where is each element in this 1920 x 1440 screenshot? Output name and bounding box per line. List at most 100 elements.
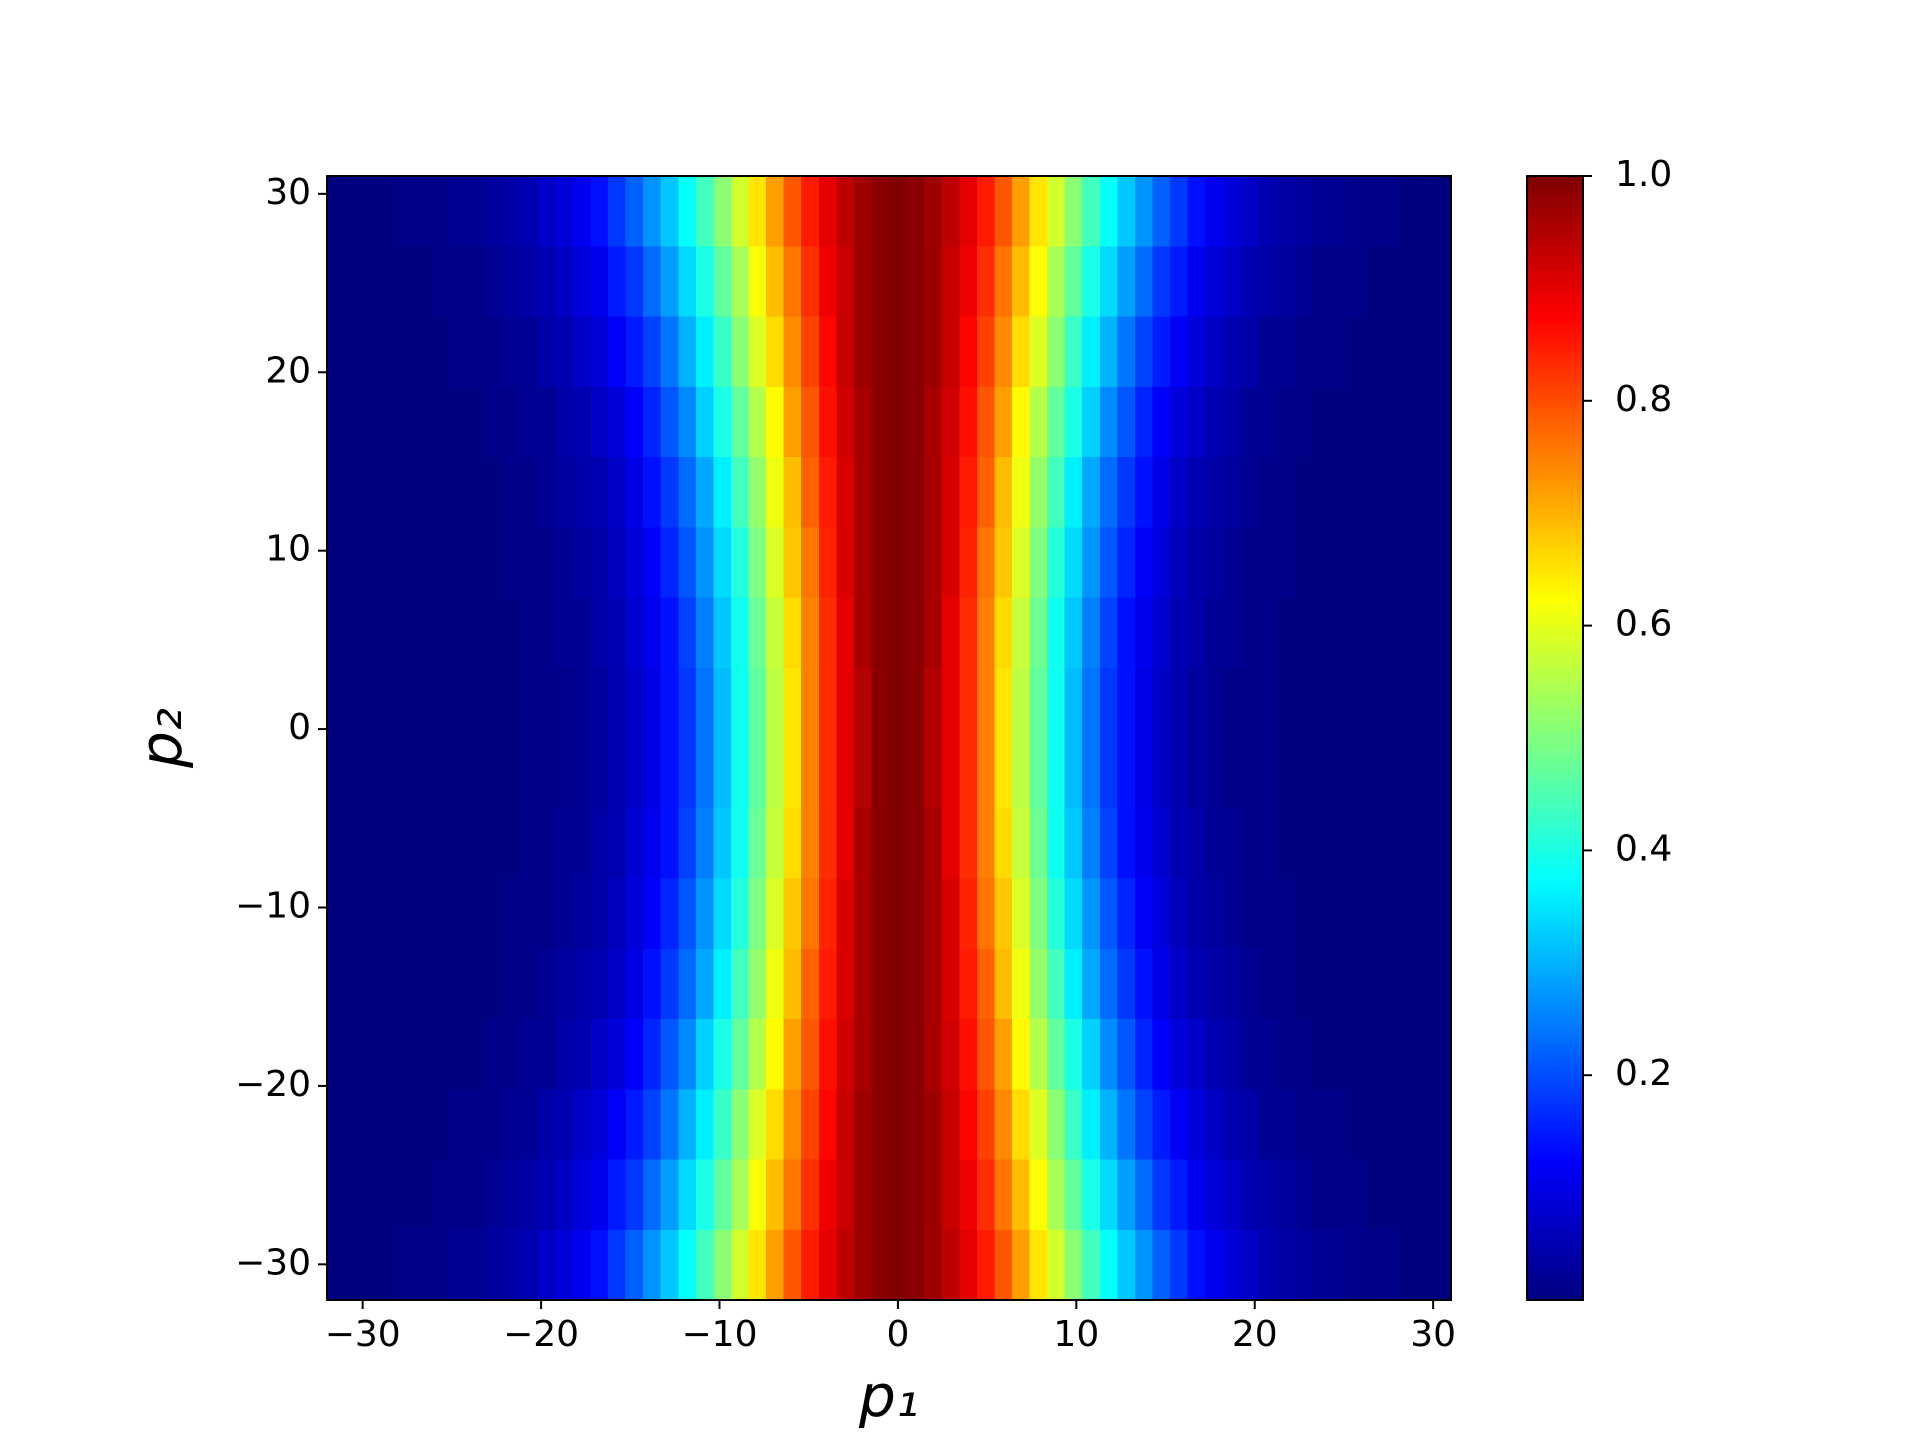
heatmap-cell (327, 316, 346, 388)
heatmap-cell (397, 1019, 416, 1090)
heatmap-cell (678, 738, 697, 809)
heatmap-cell (1117, 246, 1136, 318)
heatmap-cell (1205, 1089, 1224, 1161)
heatmap-cell (1257, 316, 1276, 388)
colorbar-segment (1527, 1264, 1583, 1270)
heatmap-cell (678, 386, 697, 458)
heatmap-cell (889, 1229, 908, 1301)
heatmap-cell (520, 316, 539, 388)
heatmap-cell (1398, 527, 1417, 599)
heatmap-cell (1170, 808, 1189, 880)
heatmap-cell (555, 246, 574, 318)
colorbar-segment (1527, 514, 1583, 520)
heatmap-cell (502, 808, 521, 880)
heatmap-cell (1134, 1229, 1154, 1301)
heatmap-cell (379, 878, 398, 950)
heatmap-cell (730, 808, 750, 880)
heatmap-cell (414, 1229, 433, 1301)
heatmap-cell (730, 1019, 750, 1090)
heatmap-cell (1152, 738, 1171, 809)
heatmap-cell (572, 316, 592, 388)
heatmap-cell (1170, 1019, 1189, 1090)
y-tick-label: 10 (265, 529, 311, 570)
heatmap-cell (1152, 1089, 1171, 1161)
heatmap-cell (1222, 808, 1241, 880)
heatmap-cell (502, 457, 521, 528)
heatmap-cell (467, 1229, 486, 1301)
colorbar-segment (1527, 882, 1583, 888)
heatmap-cell (362, 948, 381, 1020)
heatmap-cell (397, 597, 416, 669)
colorbar-segment (1527, 874, 1583, 880)
heatmap-cell (1064, 457, 1083, 528)
heatmap-cell (1117, 597, 1136, 669)
colorbar-segment (1527, 729, 1583, 735)
heatmap-cell (1011, 316, 1031, 388)
heatmap-cell (1011, 1159, 1031, 1231)
colorbar-segment (1527, 593, 1583, 599)
heatmap-cell (766, 808, 785, 880)
heatmap-cell (1029, 597, 1048, 669)
heatmap-cell (1152, 246, 1171, 318)
heatmap-cell (1433, 527, 1452, 599)
heatmap-cell (748, 597, 767, 669)
heatmap-cell (379, 808, 398, 880)
heatmap-cell (801, 1229, 820, 1301)
heatmap-cell (994, 1159, 1013, 1231)
heatmap-cell (608, 1159, 627, 1231)
heatmap-cell (485, 1159, 504, 1231)
heatmap-cell (924, 948, 943, 1020)
heatmap-cell (520, 738, 539, 809)
heatmap-cell (344, 1159, 363, 1231)
heatmap-cell (906, 1019, 925, 1090)
heatmap-cell (1134, 246, 1154, 318)
heatmap-cell (449, 808, 469, 880)
heatmap-cell (713, 457, 732, 528)
heatmap-cell (871, 1159, 890, 1231)
heatmap-cell (730, 948, 750, 1020)
heatmap-cell (906, 1159, 925, 1231)
heatmap-cell (1099, 1019, 1118, 1090)
heatmap-cell (572, 1089, 592, 1161)
heatmap-cell (889, 948, 908, 1020)
plot-frame (326, 175, 1452, 1301)
heatmap-cell (748, 1019, 767, 1090)
heatmap-cell (362, 1159, 381, 1231)
colorbar-frame (1526, 175, 1584, 1301)
colorbar-segment (1527, 255, 1583, 261)
heatmap-cell (1433, 878, 1452, 950)
heatmap-cell (1310, 246, 1329, 318)
heatmap-cell (572, 1159, 592, 1231)
heatmap-cell (1047, 1089, 1066, 1161)
heatmap-cell (608, 386, 627, 458)
heatmap-cell (1398, 667, 1417, 739)
heatmap-cell (941, 1019, 960, 1090)
colorbar-segment (1527, 1207, 1583, 1213)
heatmap-cell (818, 738, 837, 809)
heatmap-cell (1275, 667, 1294, 739)
heatmap-cell (924, 457, 943, 528)
heatmap-cell (467, 878, 486, 950)
heatmap-cell (818, 1089, 837, 1161)
heatmap-cell (783, 1229, 802, 1301)
heatmap-cell (1310, 1019, 1329, 1090)
heatmap-cell (327, 878, 346, 950)
heatmap-cell (397, 738, 416, 809)
heatmap-cell (555, 527, 574, 599)
heatmap-cell (362, 246, 381, 318)
heatmap-cell (889, 246, 908, 318)
heatmap-cell (1222, 527, 1241, 599)
heatmap-cell (660, 386, 679, 458)
heatmap-cell (1415, 1089, 1435, 1161)
heatmap-cell (643, 878, 662, 950)
heatmap-cell (1345, 246, 1364, 318)
heatmap-cell (994, 176, 1013, 247)
heatmap-cell (1099, 808, 1118, 880)
heatmap-cell (485, 738, 504, 809)
heatmap-cell (1415, 457, 1435, 528)
heatmap-cell (1257, 808, 1276, 880)
heatmap-cell (1363, 1019, 1382, 1090)
colorbar-segment (1527, 395, 1583, 401)
heatmap-cell (362, 878, 381, 950)
heatmap-cell (660, 948, 679, 1020)
